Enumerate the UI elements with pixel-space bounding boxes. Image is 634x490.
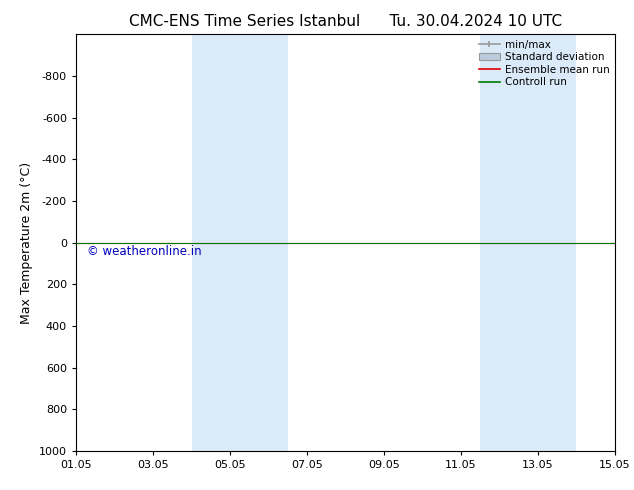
Title: CMC-ENS Time Series Istanbul      Tu. 30.04.2024 10 UTC: CMC-ENS Time Series Istanbul Tu. 30.04.2… <box>129 14 562 29</box>
Text: © weatheronline.in: © weatheronline.in <box>87 245 202 258</box>
Bar <box>191 34 288 451</box>
Legend: min/max, Standard deviation, Ensemble mean run, Controll run: min/max, Standard deviation, Ensemble me… <box>476 36 613 91</box>
Y-axis label: Max Temperature 2m (°C): Max Temperature 2m (°C) <box>20 162 34 323</box>
Bar <box>480 34 576 451</box>
